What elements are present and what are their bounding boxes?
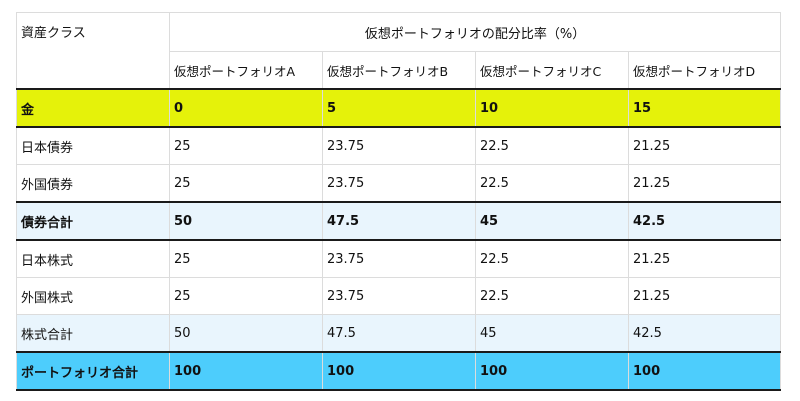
header-row-portfolios: 仮想ポートフォリオA 仮想ポートフォリオB 仮想ポートフォリオC 仮想ポートフォ… [17, 51, 782, 90]
table-cell: 21.25 [627, 277, 782, 315]
table-cell: 25 [169, 239, 323, 278]
table-cell: 15 [627, 88, 782, 128]
table-row-gold: 金 0 5 10 15 [16, 88, 782, 128]
table-cell: 47.5 [322, 201, 476, 241]
table-cell: 0 [169, 88, 323, 128]
table-cell: 50 [169, 201, 323, 241]
table-cell: 21.25 [627, 164, 782, 203]
column-header-portfolio-d: 仮想ポートフォリオD [627, 51, 782, 90]
table-cell: 23.75 [322, 239, 476, 278]
table-cell: 100 [169, 351, 323, 391]
allocation-ratio-header: 仮想ポートフォリオの配分比率（%） [168, 12, 782, 52]
table-cell: 25 [169, 164, 323, 203]
row-label: 債券合計 [16, 201, 170, 241]
table-cell: 42.5 [627, 314, 782, 353]
row-label: 日本株式 [16, 239, 170, 278]
row-label: 金 [16, 88, 170, 128]
table-cell: 5 [322, 88, 476, 128]
table-cell: 23.75 [322, 164, 476, 203]
table-cell: 25 [169, 126, 323, 165]
table-cell: 100 [627, 351, 782, 391]
table-cell: 23.75 [322, 126, 476, 165]
row-label: 日本債券 [16, 126, 170, 165]
table-row-bonds-total: 債券合計 50 47.5 45 42.5 [16, 201, 782, 241]
allocation-table-container: 資産クラス 仮想ポートフォリオの配分比率（%） 仮想ポートフォリオA 仮想ポート… [16, 12, 782, 391]
column-header-portfolio-a: 仮想ポートフォリオA [169, 51, 323, 90]
portfolio-allocation-table: 資産クラス 仮想ポートフォリオの配分比率（%） 仮想ポートフォリオA 仮想ポート… [16, 12, 782, 391]
table-cell: 22.5 [475, 164, 629, 203]
table-cell: 25 [169, 277, 323, 315]
table-cell: 21.25 [627, 126, 782, 165]
row-label: 外国株式 [16, 277, 170, 315]
table-cell: 22.5 [475, 277, 629, 315]
table-cell: 22.5 [475, 126, 629, 165]
table-cell: 100 [322, 351, 476, 391]
table-row-stocks-total: 株式合計 50 47.5 45 42.5 [16, 314, 782, 353]
table-cell: 10 [475, 88, 629, 128]
table-cell: 45 [475, 314, 629, 353]
table-cell: 100 [475, 351, 629, 391]
table-cell: 22.5 [475, 239, 629, 278]
table-cell: 42.5 [627, 201, 782, 241]
column-header-portfolio-b: 仮想ポートフォリオB [322, 51, 476, 90]
table-row-japan-stocks: 日本株式 25 23.75 22.5 21.25 [16, 239, 782, 278]
table-cell: 23.75 [322, 277, 476, 315]
row-label: 外国債券 [16, 164, 170, 203]
table-row-foreign-bonds: 外国債券 25 23.75 22.5 21.25 [16, 164, 782, 203]
table-cell: 45 [475, 201, 629, 241]
asset-class-header: 資産クラス [16, 12, 170, 90]
table-cell: 50 [169, 314, 323, 353]
table-row-foreign-stocks: 外国株式 25 23.75 22.5 21.25 [16, 277, 782, 315]
table-cell: 47.5 [322, 314, 476, 353]
row-label: ポートフォリオ合計 [16, 351, 170, 391]
table-cell: 21.25 [627, 239, 782, 278]
header-row-group: 資産クラス 仮想ポートフォリオの配分比率（%） [16, 12, 782, 90]
column-header-portfolio-c: 仮想ポートフォリオC [475, 51, 629, 90]
table-row-portfolio-total: ポートフォリオ合計 100 100 100 100 [16, 351, 782, 391]
row-label: 株式合計 [16, 314, 170, 353]
table-row-japan-bonds: 日本債券 25 23.75 22.5 21.25 [16, 126, 782, 165]
